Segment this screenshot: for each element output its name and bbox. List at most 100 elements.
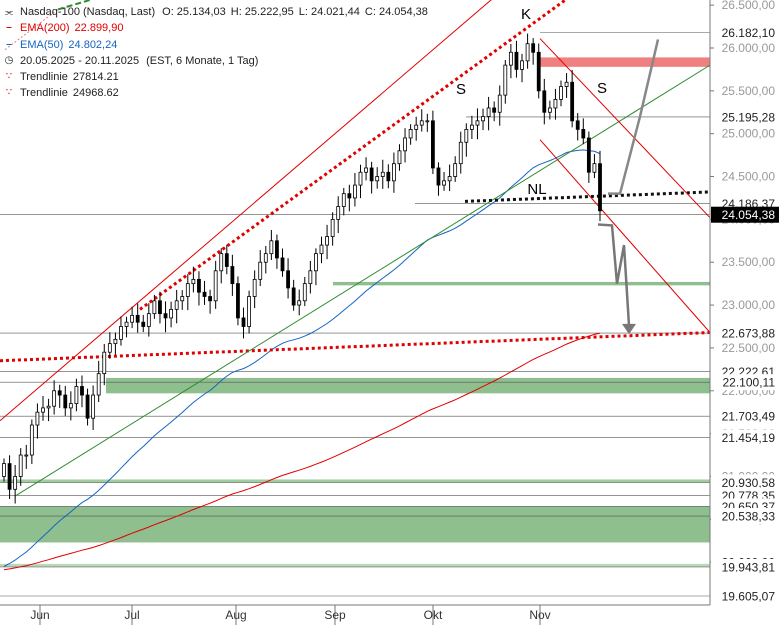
upper-trendline bbox=[139, 0, 568, 311]
candle bbox=[286, 258, 290, 299]
candle bbox=[397, 144, 402, 171]
candle-body bbox=[29, 424, 34, 456]
candle-body bbox=[508, 51, 513, 66]
candle-body bbox=[531, 43, 536, 53]
y-tick-label: 23.500,00 bbox=[722, 255, 776, 269]
support-zone bbox=[106, 377, 710, 394]
ema50-line bbox=[3, 149, 601, 567]
candle-body bbox=[325, 236, 329, 246]
price-marker-label: 20.538,33 bbox=[722, 510, 776, 524]
price-marker-label: 25.195,28 bbox=[722, 110, 776, 124]
candle-body bbox=[158, 300, 162, 315]
price-marker: 26.182,10 bbox=[711, 24, 780, 41]
price-marker-bg bbox=[711, 374, 780, 391]
candle-body bbox=[386, 171, 391, 182]
upper-channel-line bbox=[0, 0, 492, 422]
candle-body bbox=[35, 411, 40, 426]
price-marker-bg bbox=[711, 206, 779, 223]
candle bbox=[586, 131, 591, 183]
ema50-swatch-icon: – bbox=[6, 38, 12, 50]
candle-body bbox=[258, 261, 263, 280]
candle-body bbox=[408, 128, 413, 139]
candle-body bbox=[80, 386, 84, 396]
offscreen-trend-fragment bbox=[4, 9, 59, 51]
candle bbox=[202, 280, 207, 305]
candle-body bbox=[525, 43, 530, 62]
candle bbox=[46, 398, 51, 422]
candle-body bbox=[436, 167, 441, 186]
legend-trendline-1: ∵ Trendlinie 27814.21 bbox=[4, 69, 428, 85]
candle bbox=[392, 152, 396, 193]
y-tick-label: 22.500,00 bbox=[722, 341, 776, 355]
candle bbox=[280, 248, 285, 277]
candle bbox=[336, 196, 341, 234]
ema200-swatch-icon: – bbox=[6, 22, 12, 34]
candle bbox=[464, 123, 469, 157]
candle-body bbox=[520, 60, 524, 70]
candle-body bbox=[336, 206, 341, 220]
candle-body bbox=[146, 313, 151, 327]
price-marker: 22.673,88 bbox=[711, 325, 780, 342]
price-marker-bg bbox=[711, 558, 780, 575]
candle-body bbox=[219, 253, 224, 272]
candle bbox=[302, 276, 307, 307]
candle-body bbox=[107, 343, 112, 353]
price-marker-label: 20.930,58 bbox=[722, 476, 776, 490]
legend-period: ◷ 20.05.2025 - 20.11.2025 (EST, 6 Monate… bbox=[4, 53, 428, 69]
candle bbox=[559, 80, 563, 107]
candle bbox=[380, 159, 385, 189]
bearish-projection-arrow bbox=[597, 223, 631, 326]
candle-body bbox=[174, 300, 179, 310]
period-range: 20.05.2025 - 20.11.2025 bbox=[20, 54, 140, 67]
candle-body bbox=[542, 90, 547, 113]
candle bbox=[492, 101, 497, 122]
candle bbox=[146, 303, 151, 337]
candle bbox=[503, 59, 508, 104]
candle bbox=[547, 100, 552, 120]
price-marker-label: 26.182,10 bbox=[722, 26, 776, 40]
candle bbox=[68, 391, 73, 421]
chart-title: Nasdaq-100 (Nasdaq, Last) bbox=[20, 6, 156, 18]
price-marker: 19.943,81 bbox=[711, 558, 780, 575]
candle bbox=[219, 248, 224, 284]
candle bbox=[458, 131, 463, 174]
candle bbox=[564, 73, 569, 98]
pattern-label: NL bbox=[527, 181, 546, 198]
candle bbox=[158, 291, 162, 324]
candle bbox=[130, 306, 135, 329]
candle-body bbox=[180, 296, 185, 302]
candle bbox=[297, 289, 302, 316]
support-zone bbox=[0, 479, 710, 483]
candle bbox=[102, 343, 107, 386]
x-tick-label: Okt bbox=[424, 608, 443, 622]
candle-body bbox=[575, 120, 580, 130]
y-tick-label: 24.500,00 bbox=[722, 170, 776, 184]
close-value: C: 24.054,38 bbox=[364, 6, 428, 18]
price-marker-bg bbox=[711, 108, 780, 125]
candle-body bbox=[85, 394, 90, 419]
candle bbox=[163, 301, 168, 333]
candle bbox=[553, 88, 558, 120]
price-marker-bg bbox=[711, 508, 780, 525]
x-tick-label: Sep bbox=[324, 608, 346, 622]
candle bbox=[497, 85, 502, 126]
ema200-line bbox=[3, 332, 601, 571]
candle bbox=[185, 274, 190, 311]
price-marker-bg bbox=[711, 24, 780, 41]
candle bbox=[408, 124, 413, 145]
support-zone bbox=[333, 281, 710, 286]
candle bbox=[141, 314, 146, 333]
candle bbox=[18, 448, 23, 486]
high-value: H: 25.222,95 bbox=[230, 6, 294, 18]
candle bbox=[2, 458, 6, 482]
chart-legend: ⫘ Nasdaq-100 (Nasdaq, Last) O: 25.134,03… bbox=[4, 4, 428, 102]
candle-body bbox=[302, 283, 307, 302]
y-tick-label: 23.000,00 bbox=[722, 298, 776, 312]
candle-body bbox=[486, 107, 491, 117]
candle bbox=[52, 380, 57, 415]
ema200-value: 22.899,90 bbox=[74, 22, 124, 35]
candle-body bbox=[2, 463, 6, 477]
candle-body bbox=[113, 338, 118, 345]
trendline-2-value: 24968.62 bbox=[72, 87, 119, 100]
ema200-label: EMA(200) bbox=[20, 22, 70, 35]
